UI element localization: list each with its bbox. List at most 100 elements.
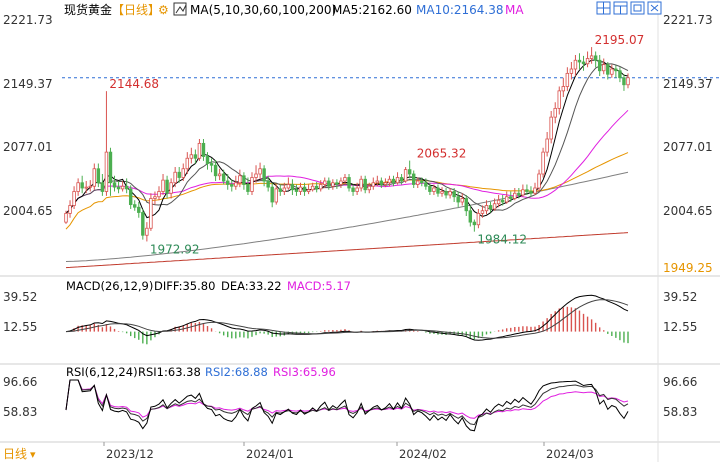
candle-body [173, 171, 177, 184]
candle-body [157, 191, 161, 198]
candle-body [230, 184, 234, 187]
candle-body [314, 185, 319, 190]
date-tick: 2023/12 [106, 447, 154, 461]
candle-body [411, 173, 416, 185]
price-annotation: 2065.32 [417, 147, 467, 161]
candle-body [521, 189, 525, 196]
ma-more-label: MA [505, 3, 524, 17]
candle-body [92, 168, 97, 187]
candle-body [189, 154, 194, 159]
candle-body [88, 185, 92, 188]
ma5-label: MA5:2162.60 [332, 3, 412, 17]
date-tick: 2024/03 [546, 447, 594, 461]
candle-body [282, 187, 287, 192]
candle-body [351, 187, 355, 192]
candle-body [448, 191, 452, 196]
candle-type-icon[interactable] [173, 2, 187, 16]
candle-body [492, 203, 497, 210]
candle-body [585, 58, 590, 65]
candle-body [484, 205, 489, 212]
candle-body [529, 191, 533, 194]
candle-body [116, 186, 121, 190]
candle-body [76, 182, 80, 192]
candle-body [355, 187, 359, 192]
rsi-tick-right: 58.83 [663, 405, 697, 419]
candle-body [104, 151, 109, 192]
rsi2-line [65, 379, 629, 426]
ma-params-label: MA(5,10,30,60,100,200) [190, 3, 336, 17]
candle-body [343, 177, 347, 182]
candle-body [258, 168, 262, 175]
candle-body [456, 196, 460, 203]
price-tick-right: 2004.65 [663, 204, 713, 218]
rsi-tick-left: 96.66 [3, 375, 37, 389]
candle-body [403, 169, 408, 182]
candle-body [500, 199, 505, 203]
candle-body [262, 168, 266, 182]
candle-body [407, 169, 412, 175]
price-tick-right-low: 1949.25 [663, 261, 713, 275]
rsi2-label: RSI2:68.88 [205, 365, 268, 379]
candle-body [573, 59, 578, 70]
candle-body [513, 192, 517, 199]
macd-tick-left: 39.52 [3, 290, 37, 304]
symbol-title: 现货黄金 [64, 2, 112, 17]
candle-body [205, 156, 210, 164]
candle-body [541, 151, 545, 175]
candle-body [375, 180, 380, 184]
candle-body [387, 178, 392, 184]
candle-body [96, 168, 101, 184]
candle-body [217, 173, 222, 177]
candle-body [201, 142, 206, 157]
candle-body [137, 206, 141, 213]
chart-layout-icon[interactable] [613, 1, 628, 15]
candle-body [602, 64, 606, 72]
close-icon[interactable] [647, 1, 662, 15]
candle-body [185, 157, 190, 170]
candle-body [72, 191, 76, 206]
period-label[interactable]: 【日线】 [112, 3, 160, 17]
price-tick-right: 2149.37 [663, 77, 713, 91]
candle-body [480, 210, 485, 214]
candle-body [246, 184, 250, 192]
macd-tick-right: 39.52 [663, 290, 697, 304]
candle-body [371, 182, 375, 187]
settings-icon[interactable]: ⚙ [158, 3, 169, 17]
candle-body [331, 182, 335, 187]
candle-body [622, 77, 626, 86]
window-icon[interactable] [630, 1, 645, 15]
candle-body [339, 180, 343, 185]
candle-body [141, 212, 145, 236]
candle-body [436, 187, 440, 194]
candle-body [581, 61, 586, 65]
price-annotation: 1984.12 [477, 233, 527, 247]
candle-body [468, 210, 473, 223]
price-tick-left: 2077.01 [3, 140, 53, 154]
price-annotation: 2144.68 [109, 77, 159, 91]
candle-body [533, 187, 537, 194]
price-tick-right: 2221.73 [663, 13, 713, 27]
candle-body [294, 189, 299, 192]
candle-type-icon-glyph [175, 4, 187, 14]
candle-body [310, 185, 315, 191]
footer-period[interactable]: 日线 [3, 447, 27, 461]
candle-body [327, 180, 331, 187]
candle-body [145, 227, 149, 236]
candle-body [298, 186, 303, 192]
candle-body [80, 182, 84, 189]
footer-dropdown-icon[interactable]: ▾ [30, 448, 36, 461]
price-annotation: 1972.92 [150, 242, 200, 256]
candle-body [169, 182, 173, 194]
rsi-params-label: RSI(6,12,24) [66, 365, 138, 379]
rsi3-label: RSI3:65.96 [273, 365, 336, 379]
candle-body [197, 142, 202, 159]
macd-diff-label: DIFF:35.80 [154, 279, 215, 293]
candle-body [557, 90, 561, 109]
candle-body [161, 179, 165, 192]
layout-grid-icon[interactable] [596, 1, 611, 15]
candle-body [250, 177, 254, 192]
candle-body [593, 55, 598, 61]
ma10-line [65, 63, 629, 214]
candle-body [517, 192, 521, 196]
candle-body [347, 177, 351, 189]
